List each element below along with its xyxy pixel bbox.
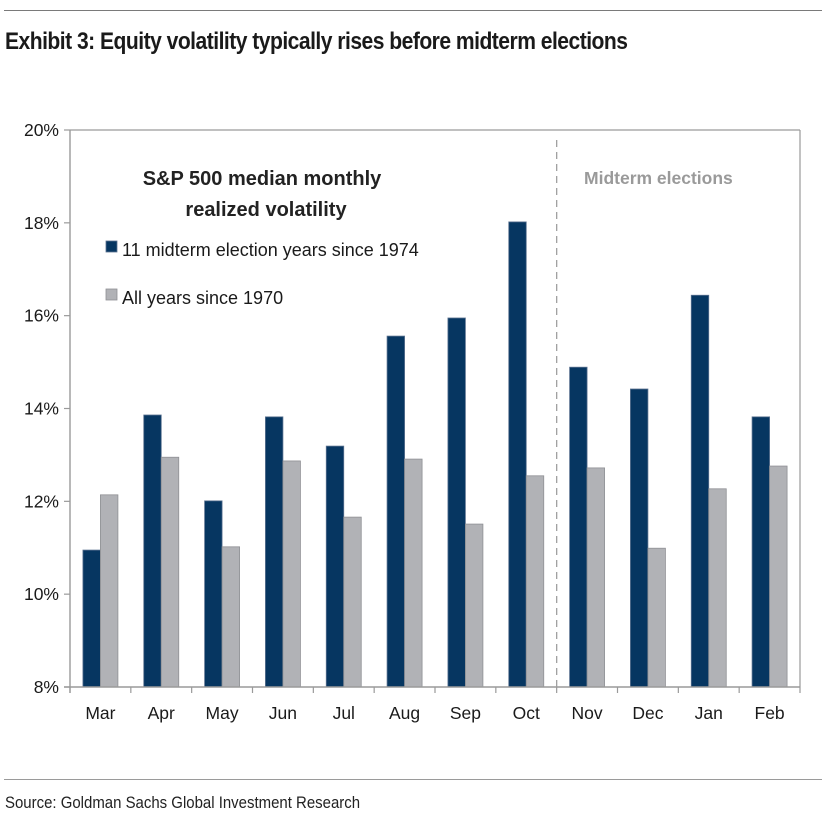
bar-all-years-oct xyxy=(525,475,545,688)
bar-midterm-dec xyxy=(630,388,649,688)
bar-midterm-jun xyxy=(265,416,284,688)
bars-group xyxy=(82,221,788,688)
legend-label-all-years: All years since 1970 xyxy=(122,288,283,308)
bar-all-years-nov xyxy=(586,467,605,688)
top-rule xyxy=(4,10,822,11)
bar-all-years-jul xyxy=(343,516,362,688)
bar-chart: 8% 10% 12% 14% 16% 18% 20% Mar Apr May Jun Jul Aug S… xyxy=(24,120,801,723)
bottom-rule xyxy=(4,779,822,780)
y-tick-label: 10% xyxy=(24,584,59,604)
x-tick-label-apr: Apr xyxy=(148,703,175,723)
bar-midterm-may xyxy=(204,500,223,688)
x-tick-label-dec: Dec xyxy=(632,703,663,723)
y-tick-label: 18% xyxy=(24,213,59,233)
midterm-annotation: Midterm elections xyxy=(584,168,733,188)
x-tick-label-sep: Sep xyxy=(450,703,481,723)
x-tick-label-jun: Jun xyxy=(269,703,297,723)
y-tick-label: 20% xyxy=(24,120,59,140)
bar-all-years-sep xyxy=(465,523,484,688)
bar-all-years-jun xyxy=(282,460,301,688)
bar-midterm-aug xyxy=(386,335,405,688)
x-tick-label-jul: Jul xyxy=(333,703,355,723)
x-tick-label-jan: Jan xyxy=(695,703,723,723)
y-tick-label: 8% xyxy=(34,677,59,697)
bar-all-years-feb xyxy=(769,465,788,688)
bar-all-years-apr xyxy=(160,456,180,688)
bar-midterm-mar xyxy=(82,549,101,688)
source-note: Source: Goldman Sachs Global Investment … xyxy=(5,793,361,812)
bar-midterm-apr xyxy=(143,414,162,688)
x-tick-label-may: May xyxy=(206,703,239,723)
bar-midterm-jul xyxy=(325,445,345,688)
bar-midterm-nov xyxy=(569,366,588,688)
axes-group xyxy=(64,129,801,693)
bar-midterm-jan xyxy=(690,294,710,688)
x-axis-ticks: Mar Apr May Jun Jul Aug Sep Oct Nov Dec Jan Feb xyxy=(69,687,801,723)
x-tick-label-aug: Aug xyxy=(389,703,420,723)
bar-midterm-feb xyxy=(751,416,770,688)
chart-inset-title-line-2: realized volatility xyxy=(185,199,347,221)
bar-all-years-jan xyxy=(708,488,727,688)
exhibit-title: Exhibit 3: Equity volatility typically r… xyxy=(5,28,628,55)
bar-midterm-sep xyxy=(447,317,466,688)
y-tick-label: 16% xyxy=(24,306,59,326)
legend-swatch-all-years xyxy=(105,288,118,301)
x-tick-label-mar: Mar xyxy=(85,703,115,723)
y-tick-label: 12% xyxy=(24,491,59,511)
bar-all-years-mar xyxy=(100,494,119,688)
bar-midterm-oct xyxy=(508,221,527,688)
y-tick-label: 14% xyxy=(24,399,59,419)
x-tick-label-oct: Oct xyxy=(513,703,540,723)
legend-label-midterm: 11 midterm election years since 1974 xyxy=(122,240,419,260)
bar-all-years-aug xyxy=(404,458,423,688)
x-tick-label-nov: Nov xyxy=(572,703,603,723)
chart-inset-title-line-1: S&P 500 median monthly xyxy=(143,168,382,190)
y-axis-ticks: 8% 10% 12% 14% 16% 18% 20% xyxy=(24,120,70,697)
bar-all-years-may xyxy=(221,546,240,688)
bar-all-years-dec xyxy=(647,547,666,688)
legend-swatch-midterm xyxy=(105,240,118,253)
x-tick-label-feb: Feb xyxy=(755,703,785,723)
